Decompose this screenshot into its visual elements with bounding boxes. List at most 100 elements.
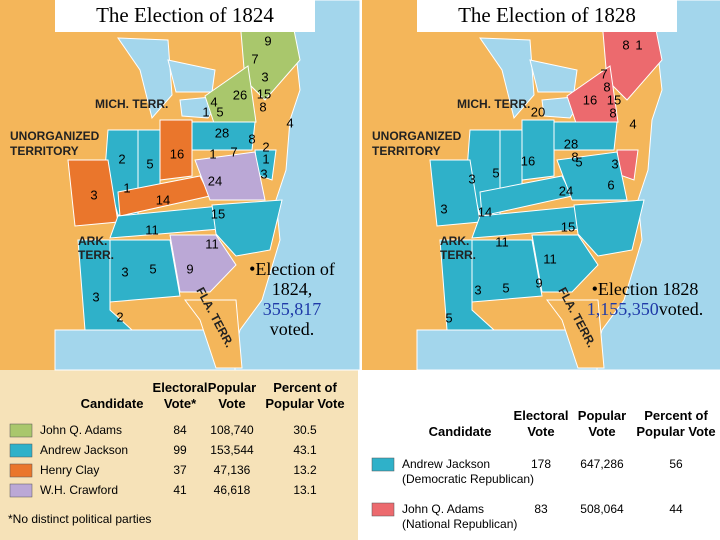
swatch bbox=[9, 443, 33, 458]
region-label: UNORGANIZED bbox=[372, 129, 462, 143]
electoral-count: 15 bbox=[561, 219, 575, 234]
table-header: Popular Vote bbox=[636, 424, 715, 439]
region-label: TERRITORY bbox=[10, 144, 79, 158]
electoral-count: 1 bbox=[262, 151, 269, 166]
table-cell: 47,136 bbox=[214, 463, 251, 477]
electoral-count: 4 bbox=[286, 115, 293, 130]
table-header: Electoral bbox=[153, 380, 208, 395]
electoral-count: 5 bbox=[575, 154, 582, 169]
electoral-count: 1 bbox=[202, 104, 209, 119]
electoral-count: 9 bbox=[186, 261, 193, 276]
electoral-count: 9 bbox=[264, 33, 271, 48]
region-label: ARK. bbox=[440, 234, 469, 248]
electoral-count: 5 bbox=[445, 310, 452, 325]
electoral-count: 4 bbox=[210, 94, 217, 109]
state-florida bbox=[546, 299, 605, 369]
region-label: TERRITORY bbox=[372, 144, 441, 158]
region-label: ARK. bbox=[78, 234, 107, 248]
electoral-count: 3 bbox=[468, 171, 475, 186]
table-header: Percent of bbox=[644, 408, 708, 423]
electoral-count: 7 bbox=[600, 66, 607, 81]
note-tail: voted. bbox=[270, 319, 315, 339]
table-cell: 108,740 bbox=[210, 423, 254, 437]
table-header: Vote bbox=[588, 424, 615, 439]
table-header: Candidate bbox=[429, 424, 492, 439]
swatch bbox=[9, 423, 33, 438]
table-header: Popular bbox=[208, 380, 256, 395]
state-louisiana bbox=[439, 239, 496, 331]
table-header: Popular Vote bbox=[265, 396, 344, 411]
state-gulf bbox=[416, 329, 598, 371]
electoral-count: 6 bbox=[607, 177, 614, 192]
state-new-york bbox=[566, 65, 619, 127]
state-florida bbox=[184, 299, 243, 369]
state-new-york bbox=[204, 65, 257, 127]
electoral-count: 28 bbox=[215, 125, 229, 140]
state-louisiana bbox=[77, 239, 134, 331]
electoral-count: 8 bbox=[248, 131, 255, 146]
electoral-count: 20 bbox=[531, 104, 545, 119]
electoral-count: 2 bbox=[116, 309, 123, 324]
candidate-name: Andrew Jackson bbox=[40, 443, 128, 457]
table-cell: 647,286 bbox=[580, 457, 624, 471]
electoral-count: 14 bbox=[478, 204, 492, 219]
region-label: TERR. bbox=[78, 248, 114, 262]
table-cell: 30.5 bbox=[293, 423, 317, 437]
electoral-count: 14 bbox=[156, 192, 170, 207]
electoral-count: 3 bbox=[90, 187, 97, 202]
electoral-count: 28 bbox=[564, 136, 578, 151]
electoral-count: 3 bbox=[260, 166, 267, 181]
voter-count: 355,817 bbox=[263, 299, 322, 319]
electoral-count: 1 bbox=[209, 146, 216, 161]
electoral-count: 5 bbox=[146, 156, 153, 171]
state-virginia bbox=[556, 151, 628, 201]
candidate-name: John Q. Adams bbox=[40, 423, 122, 437]
table-cell: 84 bbox=[173, 423, 187, 437]
region-label: TERR. bbox=[440, 248, 476, 262]
electoral-count: 7 bbox=[230, 144, 237, 159]
region-label: MICH. TERR. bbox=[95, 97, 168, 111]
state-ocean bbox=[229, 0, 361, 371]
electoral-count: 3 bbox=[611, 156, 618, 171]
swatch bbox=[9, 483, 33, 498]
electoral-count: 8 bbox=[259, 99, 266, 114]
electoral-count: 26 bbox=[233, 87, 247, 102]
table-header: Candidate bbox=[81, 396, 144, 411]
swatch bbox=[371, 457, 395, 472]
candidate-name: Andrew Jackson bbox=[402, 457, 490, 471]
candidate-name: Henry Clay bbox=[40, 463, 99, 477]
electoral-count: 16 bbox=[521, 153, 535, 168]
title: The Election of 1824 bbox=[96, 3, 274, 27]
table-header: Vote bbox=[527, 424, 554, 439]
note-line: 1,155,350voted. bbox=[587, 299, 704, 319]
candidate-name: John Q. Adams bbox=[402, 502, 484, 516]
table-cell: 13.1 bbox=[293, 483, 317, 497]
table-cell: 178 bbox=[531, 457, 551, 471]
state-georgia bbox=[531, 234, 599, 293]
state-carolinas bbox=[573, 199, 645, 257]
table-cell: 83 bbox=[534, 502, 548, 516]
electoral-count: 1 bbox=[635, 37, 642, 52]
table-header: Popular bbox=[578, 408, 626, 423]
note-line: •Election 1828 bbox=[592, 279, 699, 299]
swatch bbox=[371, 502, 395, 517]
title-box bbox=[55, 0, 315, 32]
electoral-count: 8 bbox=[571, 149, 578, 164]
electoral-count: 5 bbox=[492, 165, 499, 180]
electoral-count: 16 bbox=[583, 92, 597, 107]
electoral-count: 11 bbox=[495, 234, 509, 249]
electoral-count: 11 bbox=[205, 236, 219, 251]
electoral-count: 7 bbox=[251, 51, 258, 66]
region-label: UNORGANIZED bbox=[10, 129, 100, 143]
state-ohio bbox=[521, 119, 555, 181]
state-pennsylvania bbox=[551, 121, 618, 151]
table-cell: 13.2 bbox=[293, 463, 317, 477]
electoral-count: 11 bbox=[543, 251, 557, 266]
electoral-count: 16 bbox=[170, 146, 184, 161]
electoral-count: 5 bbox=[502, 280, 509, 295]
title: The Election of 1828 bbox=[458, 3, 636, 27]
table-cell: 56 bbox=[669, 457, 683, 471]
electoral-count: 3 bbox=[92, 289, 99, 304]
table-cell: 43.1 bbox=[293, 443, 317, 457]
